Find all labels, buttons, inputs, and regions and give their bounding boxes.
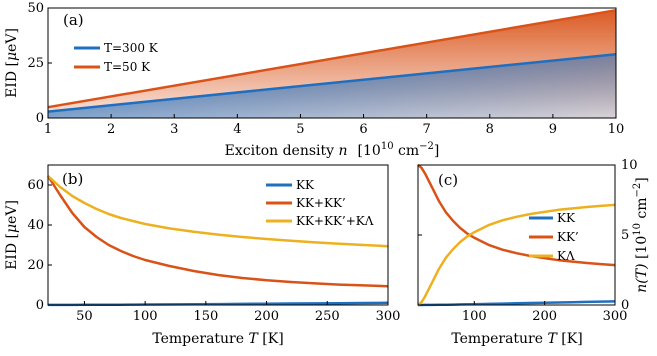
line-c-kkp [417,164,616,267]
panel-c-xtick-label: 100 [462,309,487,324]
panel-c-ytick-label: 0 [621,298,629,313]
panel-c-xtick-label: 300 [603,309,628,324]
panel-a-xtick-label: 2 [107,122,115,137]
panel-b-ytick-label: 20 [27,258,44,273]
line-300k [47,52,617,113]
panel-a-label: (a) [63,11,84,29]
panel-b-xtick-label: 300 [376,309,401,324]
panel-a-xtick-label: 4 [233,122,241,137]
panel-b-ytick-label: 60 [27,178,44,193]
panel-b-xtick-label: 50 [76,309,93,324]
legend-label-50k: T=50 K [104,60,151,74]
panel-c-label: (c) [438,171,458,189]
legend-label-kk: KK [296,178,315,192]
line-c-kl [417,203,616,306]
panel-a-plot [47,8,617,119]
panel-b-xtick-label: 100 [133,309,158,324]
panel-a-ylabel: EID [μeV] [4,28,20,98]
panel-b-frame [47,164,389,306]
panel-a-xtick-label: 10 [608,122,625,137]
panel-a: (a) T=300 K T=50 K 1 2 3 4 5 6 7 8 9 10 0 25 50 EID … [4,1,624,159]
panel-a-xlabel: Exciton density n [1010 cm−2] [225,141,440,159]
panel-a-xtick-label: 7 [423,122,431,137]
panel-a-legend: T=300 K T=50 K [74,41,159,74]
panel-c-ytick-label: 5 [621,228,629,243]
panel-c-xtick-label: 200 [532,309,557,324]
panel-b-xtick-label: 150 [193,309,218,324]
panel-b-ylabel: EID [μeV] [4,200,20,270]
panel-b-xtick-label: 200 [254,309,279,324]
panel-b-ytick-label: 40 [27,218,44,233]
panel-b: (b) KK KK+KK’ KK+KK’+KΛ 50 100 150 200 250 30… [4,164,400,347]
panel-a-xtick-label: 1 [44,122,52,137]
panel-a-xtick-label: 9 [549,122,557,137]
panel-a-ticks: 1 2 3 4 5 6 7 8 9 10 0 25 50 [27,1,624,137]
line-50k [47,8,617,109]
panel-c-ylabel: n(T) [1010 cm−2] [632,177,650,293]
line-c-kk [418,300,616,307]
panel-a-xtick-label: 6 [359,122,367,137]
panel-c-legend: KK KK’ KΛ [529,211,579,263]
panel-a-xtick-label: 5 [296,122,304,137]
panel-b-ytick-label: 0 [36,298,44,313]
line-kk-kkp [46,175,389,288]
legend-label-c-kkp: KK’ [557,230,579,244]
line-kk-kkp-kl [47,175,389,248]
panel-a-xtick-label: 3 [170,122,178,137]
panel-b-xlabel: Temperature T [K] [152,331,283,347]
panel-b-label: (b) [62,170,83,188]
legend-label-kk-kkp: KK+KK’ [296,196,346,210]
legend-label-300k: T=300 K [104,41,159,55]
panel-c-xlabel: Temperature T [K] [451,331,582,347]
panel-c-ytick-label: 10 [621,158,638,173]
area-300k [48,54,616,118]
panel-b-ticks: 50 100 150 200 250 300 0 20 40 60 [27,178,400,324]
panel-a-ytick-label: 25 [27,56,44,71]
panel-b-xtick-label: 250 [315,309,340,324]
panel-a-ytick-label: 50 [27,1,44,16]
legend-label-c-kk: KK [557,211,576,225]
legend-label-kk-kkp-kl: KK+KK’+KΛ [296,214,374,228]
legend-label-c-kl: KΛ [557,249,575,263]
panel-a-xtick-label: 8 [486,122,494,137]
panel-a-ytick-label: 0 [36,111,44,126]
panel-b-legend: KK KK+KK’ KK+KK’+KΛ [266,178,374,228]
